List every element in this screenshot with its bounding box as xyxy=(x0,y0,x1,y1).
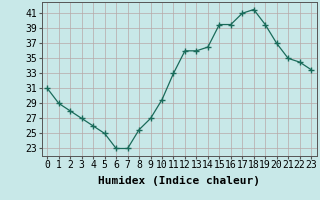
X-axis label: Humidex (Indice chaleur): Humidex (Indice chaleur) xyxy=(98,176,260,186)
